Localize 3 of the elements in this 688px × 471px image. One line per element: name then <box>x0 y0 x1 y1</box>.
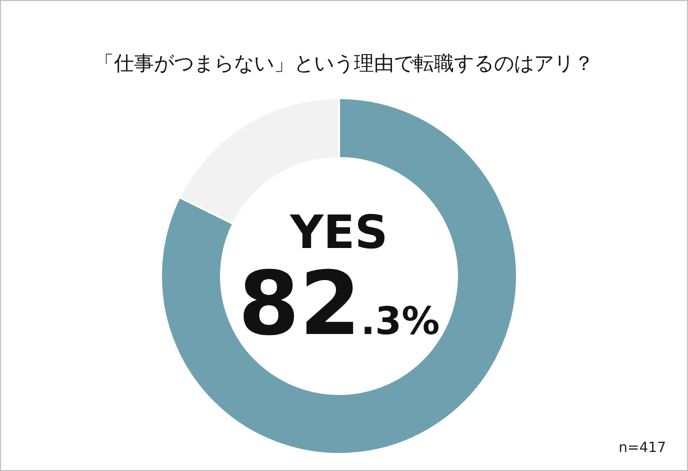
donut-slice <box>160 97 518 455</box>
chart-title: 「仕事がつまらない」という理由で転職するのはアリ？ <box>94 51 594 75</box>
text: n=417 <box>618 440 666 456</box>
